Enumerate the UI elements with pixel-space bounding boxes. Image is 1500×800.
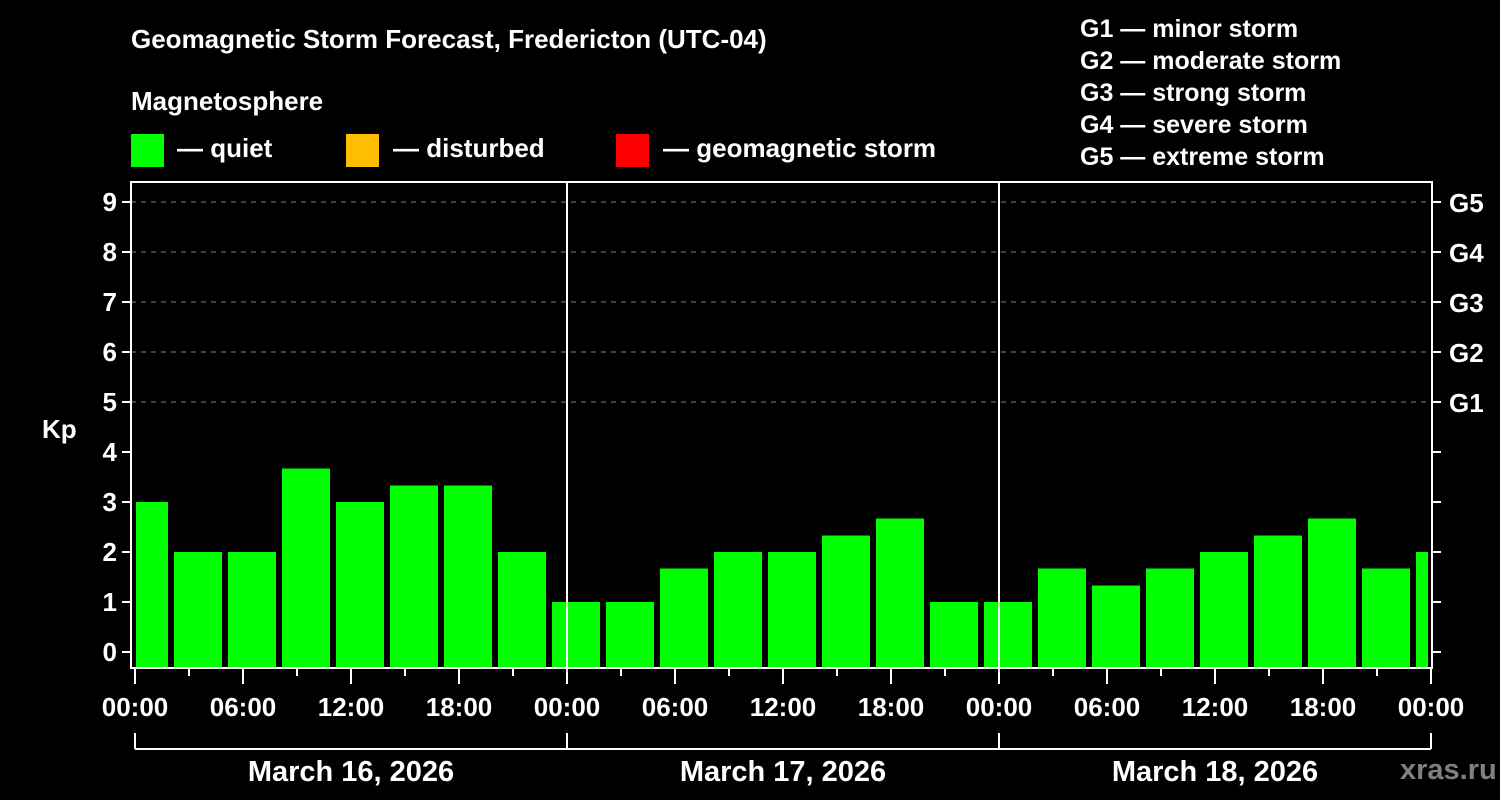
x-tick-label: 18:00 [1290, 692, 1357, 722]
watermark: xras.ru [1400, 754, 1497, 786]
legend-label-storm: — geomagnetic storm [663, 133, 937, 163]
g-scale-g5: G5 — extreme storm [1080, 143, 1325, 171]
kp-bar [1146, 568, 1194, 668]
day-label: March 17, 2026 [680, 756, 886, 788]
y-tick-label: 8 [103, 237, 117, 267]
kp-bar [768, 552, 816, 668]
x-tick-label: 12:00 [318, 692, 385, 722]
y-tick-label: 6 [103, 337, 117, 367]
kp-bar [822, 535, 870, 668]
kp-bar [552, 602, 600, 668]
x-tick-label: 12:00 [750, 692, 817, 722]
y-tick-label: 9 [103, 187, 117, 217]
kp-bar [984, 602, 1032, 668]
legend-label-disturbed: — disturbed [393, 133, 545, 163]
x-tick-label: 18:00 [426, 692, 493, 722]
legend-swatch-disturbed [346, 134, 379, 167]
legend-swatch-storm [616, 134, 649, 167]
kp-bar [1254, 535, 1302, 668]
kp-bar [228, 552, 276, 668]
y-tick-label: 3 [103, 487, 117, 517]
x-tick-label: 00:00 [966, 692, 1033, 722]
kp-bar [498, 552, 546, 668]
g-level-label: G5 [1449, 188, 1484, 218]
g-scale-g3: G3 — strong storm [1080, 79, 1307, 107]
g-level-label: G3 [1449, 288, 1484, 318]
kp-bar [1308, 518, 1356, 668]
legend-heading: Magnetosphere [131, 86, 324, 116]
day-label: March 18, 2026 [1112, 756, 1318, 788]
kp-bar [1092, 585, 1140, 668]
y-tick-label: 5 [103, 387, 117, 417]
kp-bar [136, 502, 168, 668]
legend-swatch-quiet [131, 134, 164, 167]
kp-bar [1038, 568, 1086, 668]
kp-bar [606, 602, 654, 668]
kp-bar [876, 518, 924, 668]
y-tick-label: 4 [103, 437, 118, 467]
g-level-label: G2 [1449, 338, 1484, 368]
kp-bar [282, 468, 330, 668]
g-scale-g4: G4 — severe storm [1080, 111, 1308, 139]
kp-bar [714, 552, 762, 668]
kp-bar [174, 552, 222, 668]
x-tick-label: 00:00 [1398, 692, 1465, 722]
kp-bar [930, 602, 978, 668]
g-scale-g2: G2 — moderate storm [1080, 47, 1342, 75]
kp-bar [1200, 552, 1248, 668]
x-tick-label: 00:00 [102, 692, 169, 722]
plot-frame [130, 181, 1433, 669]
chart-title: Geomagnetic Storm Forecast, Fredericton … [131, 24, 767, 54]
kp-bar [1362, 568, 1410, 668]
y-axis-label: Kp [42, 414, 77, 444]
x-tick-label: 06:00 [642, 692, 709, 722]
y-tick-label: 0 [103, 637, 117, 667]
legend-label-quiet: — quiet [177, 133, 273, 163]
y-tick-label: 7 [103, 287, 117, 317]
x-tick-label: 06:00 [1074, 692, 1141, 722]
g-scale-g1: G1 — minor storm [1080, 15, 1299, 43]
g-level-label: G4 [1449, 238, 1484, 268]
kp-bar [336, 502, 384, 668]
x-tick-label: 18:00 [858, 692, 925, 722]
kp-bar [1416, 552, 1428, 668]
x-tick-label: 00:00 [534, 692, 601, 722]
kp-bar [390, 485, 438, 668]
day-label: March 16, 2026 [248, 756, 454, 788]
x-tick-label: 12:00 [1182, 692, 1249, 722]
y-tick-label: 1 [103, 587, 117, 617]
kp-bar [660, 568, 708, 668]
x-tick-label: 06:00 [210, 692, 277, 722]
g-level-label: G1 [1449, 388, 1484, 418]
y-tick-label: 2 [103, 537, 117, 567]
kp-bar [444, 485, 492, 668]
